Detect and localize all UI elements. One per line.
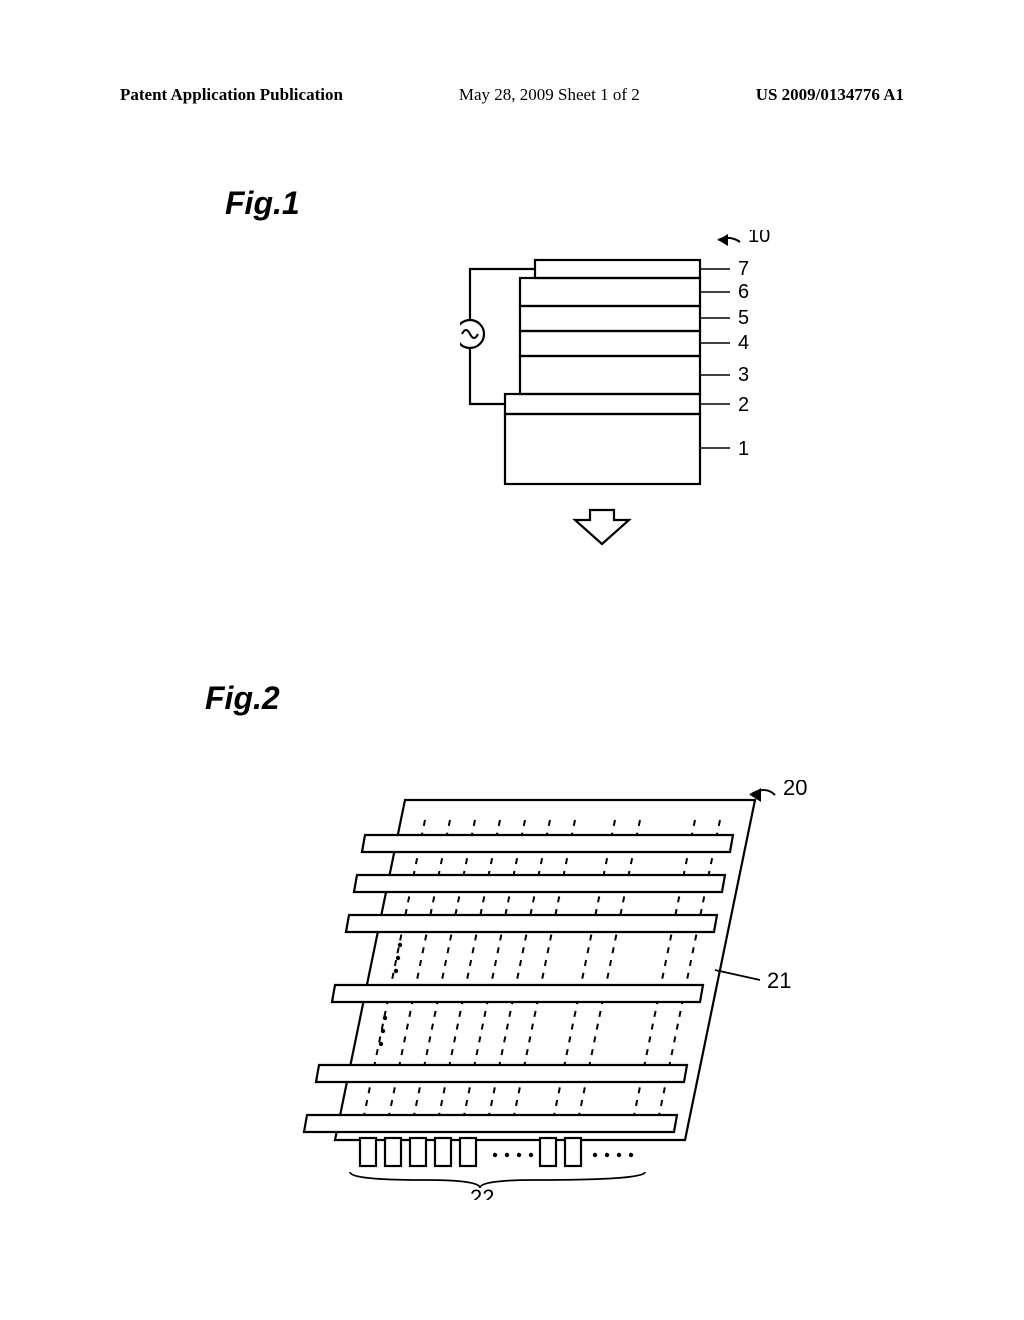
fig1-ref5: 5 (738, 307, 749, 329)
header-publication: Patent Application Publication (120, 85, 343, 105)
page-header: Patent Application Publication May 28, 2… (0, 85, 1024, 105)
fig1-diagram: 10 7 6 5 4 3 2 1 (460, 230, 820, 600)
fig1-ref1: 1 (738, 438, 749, 460)
fig1-ref7: 7 (738, 258, 749, 280)
fig1-ref4: 4 (738, 332, 749, 354)
fig1-label: Fig.1 (225, 185, 300, 222)
fig1-ref10: 10 (748, 230, 770, 247)
fig1-ref6: 6 (738, 281, 749, 303)
fig2-ref22: 22 (470, 1185, 494, 1200)
fig2-ref20: 20 (783, 780, 807, 800)
fig2-ref21: 21 (767, 968, 791, 993)
fig1-ref3: 3 (738, 364, 749, 386)
fig2-diagram: 20 21 22 (285, 780, 845, 1200)
fig1-ref2: 2 (738, 394, 749, 416)
header-patent-number: US 2009/0134776 A1 (756, 85, 904, 105)
fig2-label: Fig.2 (205, 680, 280, 717)
header-date-sheet: May 28, 2009 Sheet 1 of 2 (459, 85, 640, 105)
